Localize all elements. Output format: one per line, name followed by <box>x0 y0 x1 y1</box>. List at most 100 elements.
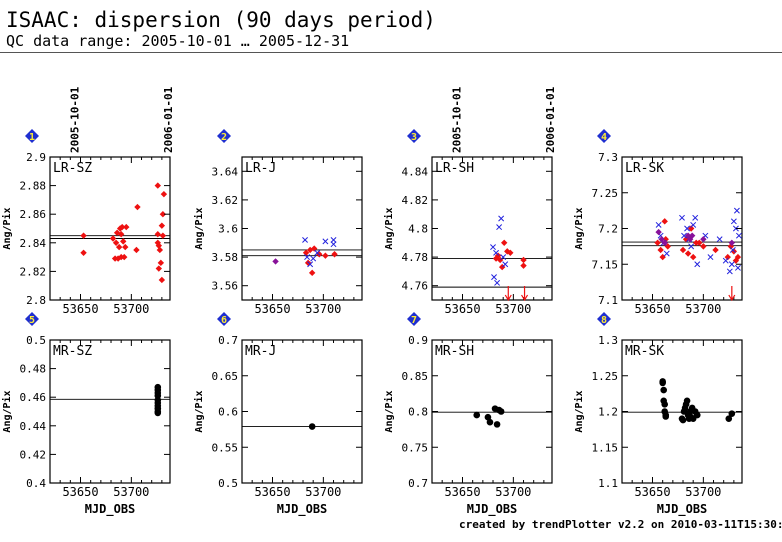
x-axis-label: MJD_OBS <box>467 502 518 517</box>
y-tick-label: 0.5 <box>218 477 238 490</box>
plot-frame <box>49 156 171 301</box>
panel-label: MR-SH <box>435 344 474 359</box>
data-point <box>154 409 162 417</box>
data-point <box>158 276 166 284</box>
data-point <box>726 268 733 275</box>
x-tick-label: 53650 <box>634 302 670 316</box>
data-point <box>302 236 309 243</box>
data-point <box>311 245 318 252</box>
panel-mr-sz: 53650 53700 0.4 0.42 0.44 0.46 0.48 0.5 Ang/Pix M… <box>1 312 171 517</box>
data-point <box>493 421 501 428</box>
data-point <box>660 386 667 394</box>
x-tick-label: 53650 <box>444 485 480 499</box>
data-point <box>498 215 505 222</box>
x-tick-label: 53650 <box>62 485 98 499</box>
panel-number: 5 <box>29 315 35 326</box>
y-tick-label: 0.9 <box>408 334 428 347</box>
data-point <box>728 410 736 417</box>
plot-frame <box>621 156 743 301</box>
data-point <box>156 246 164 254</box>
panel-label: MR-SK <box>625 344 664 359</box>
x-tick-label: 53700 <box>685 302 721 316</box>
x-axis-label: MJD_OBS <box>85 502 136 517</box>
data-point <box>160 190 168 198</box>
date-marker-label: 2006-01-01 <box>544 86 557 153</box>
data-point <box>688 243 695 250</box>
panel-label: LR-SH <box>435 161 474 176</box>
panel-label: LR-SZ <box>53 161 92 176</box>
y-tick-label: 2.88 <box>20 180 47 193</box>
panel-number: 4 <box>601 132 607 143</box>
x-tick-label: 53700 <box>113 485 149 499</box>
y-tick-label: 3.62 <box>212 194 239 207</box>
data-point <box>501 239 508 246</box>
date-marker-label: 2005-10-01 <box>68 86 81 153</box>
data-point <box>115 243 123 251</box>
data-point <box>157 259 165 267</box>
y-tick-label: 1.1 <box>598 477 618 490</box>
panel-mr-sk: 53650 53700 1.1 1.15 1.2 1.25 1.3 Ang/Pix MJD_OB… <box>573 312 743 517</box>
data-point <box>732 225 739 232</box>
data-point <box>734 253 742 261</box>
panel-number-badge <box>407 312 421 326</box>
data-point <box>497 408 505 415</box>
data-point <box>661 239 668 246</box>
data-point <box>493 249 500 256</box>
panel-label: LR-SK <box>625 161 664 176</box>
data-point <box>308 269 316 277</box>
data-point <box>658 236 665 243</box>
panel-number: 3 <box>411 132 417 143</box>
x-tick-label: 53650 <box>62 302 98 316</box>
data-point <box>696 239 703 246</box>
y-tick-label: 0.7 <box>218 334 238 347</box>
data-point <box>690 221 697 228</box>
y-tick-label: 3.58 <box>212 251 239 264</box>
panel-label: LR-J <box>245 161 276 176</box>
y-tick-label: 0.46 <box>20 391 47 404</box>
plot-frame <box>241 156 363 301</box>
data-point <box>520 256 527 264</box>
data-point <box>322 252 329 259</box>
data-point <box>80 249 87 257</box>
data-point <box>682 236 690 243</box>
data-point <box>728 239 736 246</box>
y-tick-label: 3.56 <box>212 280 239 293</box>
data-point <box>500 254 507 261</box>
data-point <box>507 249 514 257</box>
y-tick-label: 1.2 <box>598 406 618 419</box>
y-tick-label: 1.25 <box>592 370 619 383</box>
y-tick-label: 4.78 <box>402 251 429 264</box>
x-tick-label: 53650 <box>254 302 290 316</box>
data-point <box>724 253 731 261</box>
plot-area <box>242 236 362 277</box>
data-point <box>662 413 670 420</box>
panel-label: MR-J <box>245 344 276 359</box>
data-point <box>330 236 337 243</box>
y-tick-label: 7.2 <box>598 223 618 236</box>
panel-number-badge <box>597 129 611 143</box>
data-point <box>473 411 481 419</box>
panel-lr-sh: 53650 53700 4.76 4.78 4.8 4.82 4.84 Ang/Pix LR-S… <box>383 86 557 316</box>
y-tick-label: 2.82 <box>20 265 47 278</box>
data-point <box>158 222 166 229</box>
data-point <box>496 224 503 231</box>
y-axis-label: Ang/Pix <box>573 390 585 432</box>
data-point <box>679 246 687 254</box>
date-marker-label: 2005-10-01 <box>450 86 463 153</box>
panel-lr-sz: 53650 53700 2.8 2.82 2.84 2.86 2.88 2.9 Ang/Pix L… <box>1 86 175 316</box>
x-tick-label: 53650 <box>634 485 670 499</box>
panel-number-badge <box>597 312 611 326</box>
panel-number: 7 <box>411 315 417 326</box>
plot-area <box>50 383 170 417</box>
y-tick-label: 1.3 <box>598 334 618 347</box>
out-of-range-arrow <box>521 286 529 302</box>
panel-number: 2 <box>221 132 227 143</box>
data-point <box>679 416 687 424</box>
data-point <box>679 214 685 221</box>
y-axis-label: Ang/Pix <box>1 207 13 249</box>
data-point <box>694 261 701 268</box>
data-point <box>109 235 117 242</box>
data-point <box>159 232 167 239</box>
y-tick-label: 0.55 <box>212 441 239 454</box>
data-point <box>728 261 735 268</box>
